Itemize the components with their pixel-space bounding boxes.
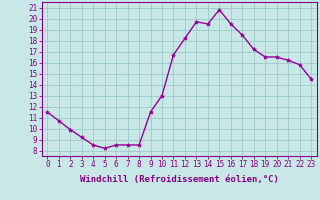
- X-axis label: Windchill (Refroidissement éolien,°C): Windchill (Refroidissement éolien,°C): [80, 175, 279, 184]
